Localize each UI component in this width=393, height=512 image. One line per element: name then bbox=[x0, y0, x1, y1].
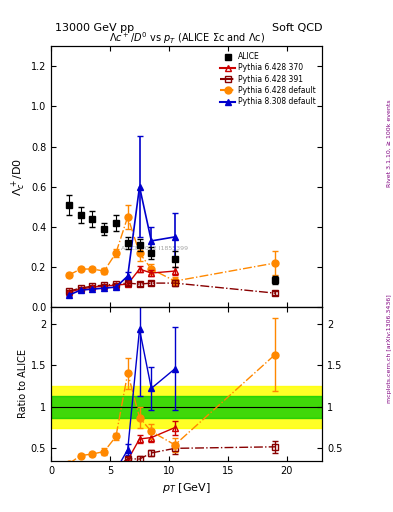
Title: $\Lambda c^+/D^0$ vs $p_T$ (ALICE $\Sigma$c and $\Lambda$c): $\Lambda c^+/D^0$ vs $p_T$ (ALICE $\Sigm… bbox=[108, 30, 265, 46]
Text: Rivet 3.1.10, ≥ 100k events: Rivet 3.1.10, ≥ 100k events bbox=[387, 99, 392, 187]
Text: mcplots.cern.ch [arXiv:1306.3436]: mcplots.cern.ch [arXiv:1306.3436] bbox=[387, 294, 392, 402]
Text: Soft QCD: Soft QCD bbox=[272, 23, 322, 33]
Text: 13000 GeV pp: 13000 GeV pp bbox=[55, 23, 134, 33]
Bar bbox=[51, 386, 322, 428]
Y-axis label: $\Lambda_c^+$/D0: $\Lambda_c^+$/D0 bbox=[10, 158, 28, 196]
X-axis label: $p_T$ [GeV]: $p_T$ [GeV] bbox=[162, 481, 211, 495]
Legend: ALICE, Pythia 6.428 370, Pythia 6.428 391, Pythia 6.428 default, Pythia 8.308 de: ALICE, Pythia 6.428 370, Pythia 6.428 39… bbox=[218, 50, 318, 109]
Text: ALICE 2022 I1855399: ALICE 2022 I1855399 bbox=[121, 246, 188, 251]
Y-axis label: Ratio to ALICE: Ratio to ALICE bbox=[18, 350, 28, 418]
Bar bbox=[51, 396, 322, 418]
